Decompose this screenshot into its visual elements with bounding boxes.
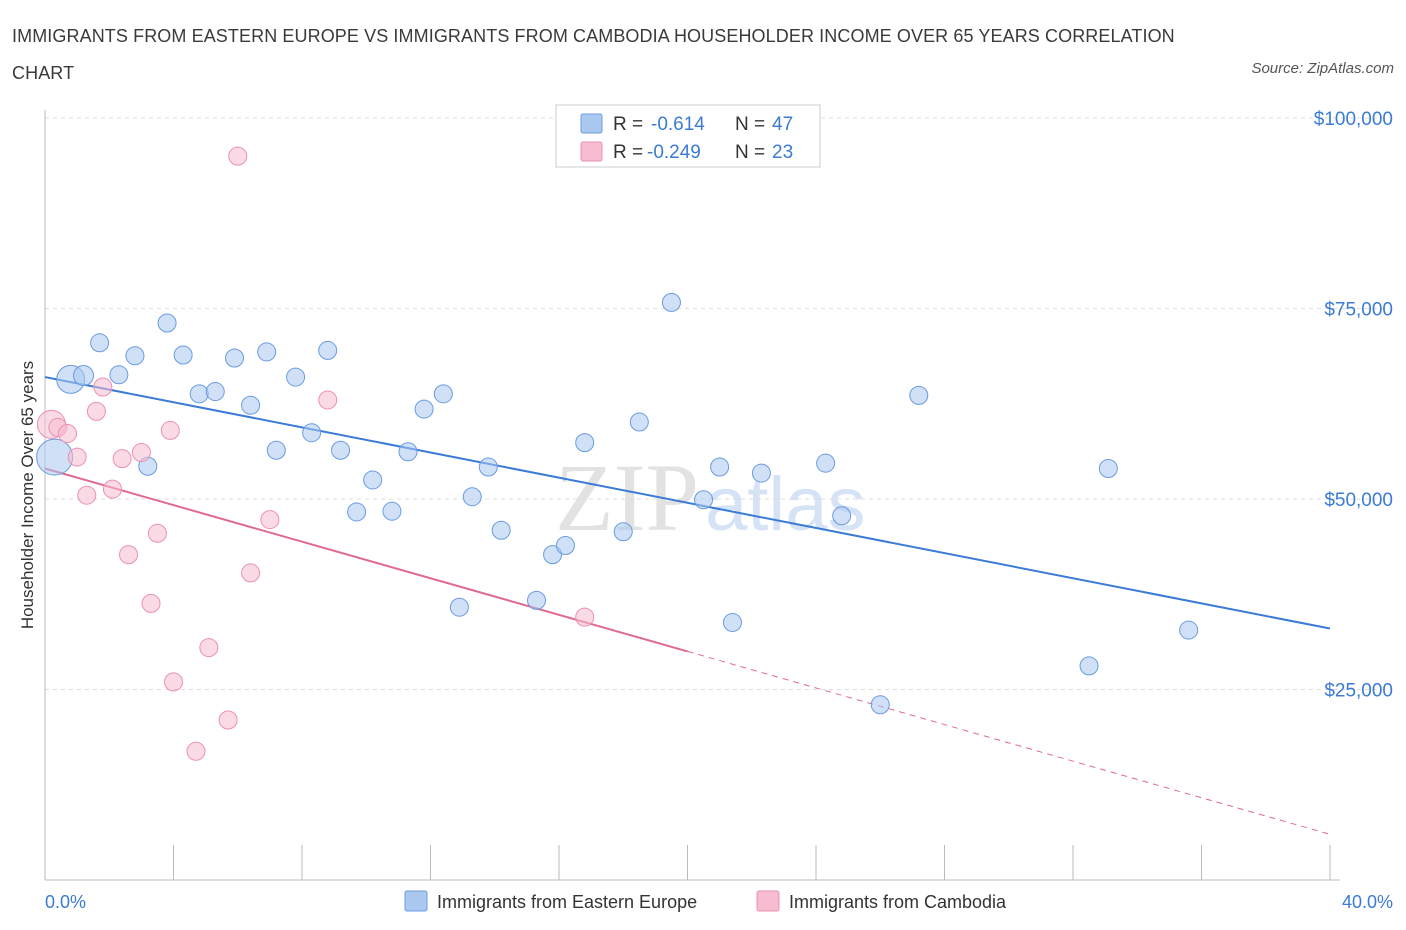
point-cambodia bbox=[86, 401, 106, 421]
series-legend-label-cambodia: Immigrants from Cambodia bbox=[789, 892, 1007, 912]
point-eastern-europe bbox=[1179, 620, 1199, 640]
legend-r-value-0: -0.614 bbox=[651, 114, 705, 135]
point-eastern-europe bbox=[266, 440, 286, 460]
point-eastern-europe bbox=[433, 384, 453, 404]
legend-n-value-0: 47 bbox=[772, 114, 793, 135]
point-eastern-europe bbox=[347, 502, 367, 522]
point-cambodia bbox=[67, 447, 87, 467]
point-cambodia bbox=[575, 607, 595, 627]
watermark-atlas: atlas bbox=[705, 462, 866, 547]
point-cambodia bbox=[57, 423, 77, 443]
point-eastern-europe bbox=[286, 367, 306, 387]
point-eastern-europe bbox=[661, 292, 681, 312]
point-cambodia bbox=[199, 638, 219, 658]
point-eastern-europe bbox=[555, 535, 575, 555]
point-eastern-europe bbox=[257, 342, 277, 362]
point-eastern-europe bbox=[832, 506, 852, 526]
stats-legend: R = -0.614 N = 47 R = -0.249 N = 23 bbox=[555, 104, 821, 168]
series-legend: Immigrants from Eastern Europe Immigrant… bbox=[404, 890, 1007, 912]
point-eastern-europe bbox=[241, 395, 261, 415]
point-eastern-europe bbox=[751, 463, 771, 483]
trend-line-dashed bbox=[687, 650, 1331, 835]
legend-n-label-1: N = bbox=[735, 142, 765, 163]
legend-n-value-1: 23 bbox=[772, 142, 793, 163]
point-eastern-europe bbox=[398, 442, 418, 462]
legend-swatch-cambodia bbox=[580, 141, 603, 162]
gridlines: $25,000 $50,000 $75,000 $100,000 bbox=[45, 109, 1393, 702]
point-cambodia bbox=[260, 510, 280, 530]
legend-r-value-1: -0.249 bbox=[647, 142, 701, 163]
point-cambodia bbox=[131, 443, 151, 463]
x-tick-label-max: 40.0% bbox=[1342, 892, 1393, 912]
series-legend-swatch-eastern-europe bbox=[404, 890, 428, 912]
point-cambodia bbox=[112, 449, 132, 469]
point-eastern-europe bbox=[225, 348, 245, 368]
series-legend-label-eastern-europe: Immigrants from Eastern Europe bbox=[437, 892, 697, 912]
point-cambodia bbox=[141, 593, 161, 613]
point-cambodia bbox=[318, 390, 338, 410]
point-cambodia bbox=[102, 479, 122, 499]
point-eastern-europe bbox=[125, 346, 145, 366]
point-eastern-europe bbox=[909, 385, 929, 405]
point-eastern-europe bbox=[710, 457, 730, 477]
y-axis-title: Householder Income Over 65 years bbox=[18, 361, 37, 629]
point-eastern-europe bbox=[629, 412, 649, 432]
point-eastern-europe bbox=[816, 453, 836, 473]
point-eastern-europe bbox=[414, 399, 434, 419]
legend-swatch-eastern-europe bbox=[580, 113, 603, 134]
legend-r-label-0: R = bbox=[613, 114, 643, 135]
point-eastern-europe bbox=[73, 365, 95, 387]
point-eastern-europe bbox=[527, 590, 547, 610]
point-eastern-europe bbox=[1079, 656, 1099, 676]
chart-title: IMMIGRANTS FROM EASTERN EUROPE VS IMMIGR… bbox=[12, 26, 1175, 83]
point-eastern-europe bbox=[318, 340, 338, 360]
legend-r-label-1: R = bbox=[613, 142, 643, 163]
point-eastern-europe bbox=[109, 365, 129, 385]
axes bbox=[44, 110, 1340, 881]
trend-line-solid bbox=[44, 376, 1331, 630]
point-eastern-europe bbox=[449, 597, 469, 617]
points-layer bbox=[36, 146, 1199, 761]
point-eastern-europe bbox=[157, 313, 177, 333]
point-eastern-europe bbox=[462, 487, 482, 507]
point-eastern-europe bbox=[331, 440, 351, 460]
point-cambodia bbox=[241, 563, 261, 583]
point-eastern-europe bbox=[173, 345, 193, 365]
point-eastern-europe bbox=[722, 612, 742, 632]
point-cambodia bbox=[228, 146, 248, 166]
point-eastern-europe bbox=[613, 522, 633, 542]
point-eastern-europe bbox=[575, 433, 595, 453]
point-cambodia bbox=[93, 377, 113, 397]
point-eastern-europe bbox=[363, 470, 383, 490]
point-eastern-europe bbox=[694, 490, 714, 510]
point-cambodia bbox=[119, 545, 139, 565]
series-legend-swatch-cambodia bbox=[756, 890, 780, 912]
point-eastern-europe bbox=[302, 423, 322, 443]
point-cambodia bbox=[160, 420, 180, 440]
y-tick-label: $75,000 bbox=[1324, 300, 1393, 321]
point-eastern-europe bbox=[90, 333, 110, 353]
point-cambodia bbox=[147, 523, 167, 543]
point-eastern-europe bbox=[870, 695, 890, 715]
point-eastern-europe bbox=[205, 382, 225, 402]
point-cambodia bbox=[218, 710, 238, 730]
y-tick-label: $25,000 bbox=[1324, 681, 1393, 702]
y-tick-label: $100,000 bbox=[1314, 109, 1393, 130]
x-tick-label-min: 0.0% bbox=[45, 892, 86, 912]
legend-n-label-0: N = bbox=[735, 114, 765, 135]
source-label: Source: ZipAtlas.com bbox=[1251, 60, 1394, 77]
point-eastern-europe bbox=[1098, 459, 1118, 479]
point-cambodia bbox=[164, 672, 183, 692]
point-eastern-europe bbox=[189, 384, 209, 404]
point-eastern-europe bbox=[543, 545, 563, 565]
point-eastern-europe bbox=[491, 520, 511, 540]
watermark: ZIP atlas bbox=[555, 444, 866, 551]
point-cambodia bbox=[77, 485, 97, 505]
y-tick-label: $50,000 bbox=[1324, 490, 1393, 511]
point-eastern-europe bbox=[36, 438, 74, 476]
point-eastern-europe bbox=[478, 457, 498, 477]
point-cambodia bbox=[186, 741, 206, 761]
point-eastern-europe bbox=[382, 501, 402, 521]
